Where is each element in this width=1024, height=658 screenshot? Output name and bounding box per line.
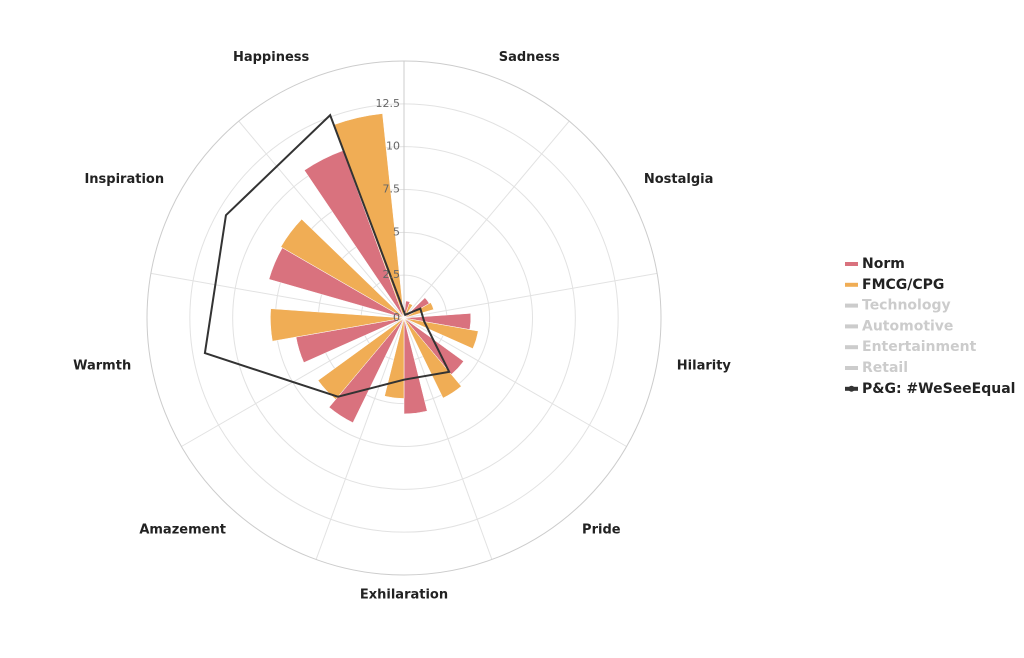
category-label: Inspiration xyxy=(84,172,164,187)
category-label: Pride xyxy=(582,523,621,538)
spoke xyxy=(403,272,658,319)
bar xyxy=(270,308,405,342)
legend-label[interactable]: Entertainment xyxy=(862,339,977,355)
bar xyxy=(280,218,405,319)
bar xyxy=(403,302,434,319)
category-label: Amazement xyxy=(139,523,226,538)
legend-label[interactable]: Technology xyxy=(862,298,951,314)
category-label: Nostalgia xyxy=(644,172,714,187)
category-label: Exhilaration xyxy=(360,588,448,603)
bar xyxy=(317,317,405,400)
category-label: Warmth xyxy=(73,359,131,374)
legend-label[interactable]: Automotive xyxy=(862,318,953,334)
y-tick-label: 2.5 xyxy=(383,268,401,281)
bar xyxy=(403,317,479,349)
y-tick-label: 12.5 xyxy=(376,97,401,110)
spoke xyxy=(238,120,405,319)
legend-marker xyxy=(848,385,855,392)
bar xyxy=(403,317,428,415)
bar xyxy=(403,317,462,399)
y-tick-label: 7.5 xyxy=(383,183,401,196)
spoke xyxy=(315,317,405,560)
y-tick-label: 10 xyxy=(386,140,400,153)
bar xyxy=(384,317,405,399)
legend-label[interactable]: Norm xyxy=(862,256,905,272)
y-tick-label: 5 xyxy=(393,225,400,238)
spoke xyxy=(403,317,493,560)
spoke xyxy=(403,120,570,319)
legend-label[interactable]: FMCG/CPG xyxy=(862,277,944,293)
y-tick-label: 0 xyxy=(393,311,400,324)
category-label: Sadness xyxy=(499,50,560,65)
bar xyxy=(328,317,405,424)
line-series xyxy=(203,113,451,398)
category-label: Happiness xyxy=(233,50,310,65)
spoke xyxy=(150,272,405,319)
legend-label[interactable]: P&G: #WeSeeEqual xyxy=(862,381,1015,397)
spoke xyxy=(403,317,627,447)
category-label: Hilarity xyxy=(677,359,732,374)
legend-label[interactable]: Retail xyxy=(862,360,908,376)
